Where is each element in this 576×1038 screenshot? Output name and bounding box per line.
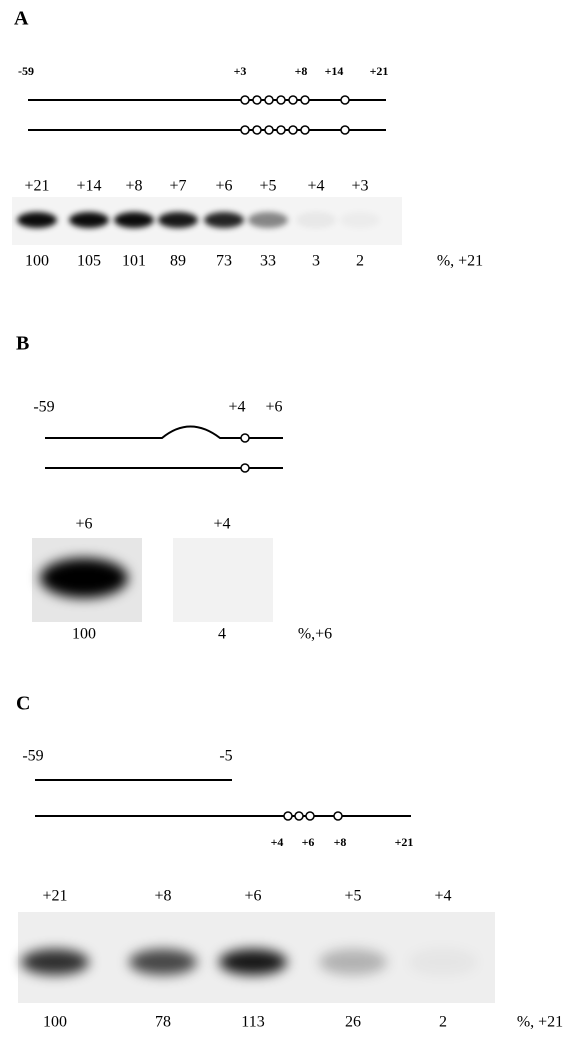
position-label: +4 <box>228 399 245 416</box>
lesion <box>277 126 285 134</box>
percent-value: 113 <box>241 1014 264 1031</box>
band <box>114 212 154 228</box>
dna-duplex <box>35 780 411 820</box>
lesion <box>341 96 349 104</box>
panel-label: B <box>16 333 29 355</box>
percent-unit: %, +21 <box>437 253 483 270</box>
position-label: -5 <box>219 748 232 765</box>
lane-label: +6 <box>75 516 92 533</box>
percent-value: 33 <box>260 253 276 270</box>
lesion <box>241 96 249 104</box>
dna-duplex <box>45 427 283 473</box>
position-label: +21 <box>370 64 389 78</box>
lesion <box>289 96 297 104</box>
position-label: +6 <box>265 399 282 416</box>
percent-value: 2 <box>356 253 364 270</box>
lane-label: +8 <box>154 888 171 905</box>
lane-label: +4 <box>213 516 230 533</box>
lane-label: +14 <box>76 178 101 195</box>
panel-label: C <box>16 693 30 715</box>
position-label: +3 <box>234 64 247 78</box>
position-label: +8 <box>334 835 347 849</box>
lesion <box>241 126 249 134</box>
lane-label: +21 <box>24 178 49 195</box>
position-label: +8 <box>295 64 308 78</box>
lane-label: +4 <box>434 888 451 905</box>
lesion <box>277 96 285 104</box>
position-label: +6 <box>302 835 315 849</box>
position-label: +21 <box>395 835 414 849</box>
band <box>340 212 380 228</box>
percent-value: 73 <box>216 253 232 270</box>
position-label: -59 <box>22 748 43 765</box>
percent-value: 100 <box>43 1014 67 1031</box>
lesion <box>253 96 261 104</box>
lane-label: +6 <box>215 178 232 195</box>
lesion <box>341 126 349 134</box>
lane-label: +5 <box>344 888 361 905</box>
position-label: +14 <box>325 64 344 78</box>
percent-value: 4 <box>218 626 226 643</box>
lesion <box>265 96 273 104</box>
position-label: -59 <box>18 64 34 78</box>
percent-value: 100 <box>72 626 96 643</box>
band <box>21 949 89 975</box>
lane-label: +4 <box>307 178 324 195</box>
percent-value: 89 <box>170 253 186 270</box>
lane-label: +5 <box>259 178 276 195</box>
band <box>40 558 128 598</box>
position-label: -59 <box>33 399 54 416</box>
dna-duplex <box>28 100 386 130</box>
lane-label: +21 <box>42 888 67 905</box>
percent-value: 3 <box>312 253 320 270</box>
percent-value: 100 <box>25 253 49 270</box>
lane-label: +3 <box>351 178 368 195</box>
lane-label: +8 <box>125 178 142 195</box>
percent-value: 78 <box>155 1014 171 1031</box>
position-label: +4 <box>271 835 284 849</box>
band <box>219 949 287 975</box>
percent-value: 2 <box>439 1014 447 1031</box>
lesion <box>265 126 273 134</box>
band <box>409 949 477 975</box>
lesion <box>253 126 261 134</box>
percent-value: 105 <box>77 253 101 270</box>
band <box>158 212 198 228</box>
band <box>204 212 244 228</box>
band <box>69 212 109 228</box>
gel <box>173 538 273 622</box>
percent-unit: %,+6 <box>298 626 332 643</box>
band <box>296 212 336 228</box>
lesions <box>241 96 349 134</box>
lesion <box>289 126 297 134</box>
band <box>319 949 387 975</box>
percent-value: 101 <box>122 253 146 270</box>
lane-label: +6 <box>244 888 261 905</box>
figure: A -59 +3 +8 +14 +21 +21 100 +14 105 +8 101 +7 8… <box>0 0 576 1038</box>
lesion <box>301 96 309 104</box>
percent-unit: %, +21 <box>517 1014 563 1031</box>
band <box>129 949 197 975</box>
percent-value: 26 <box>345 1014 361 1031</box>
band <box>248 212 288 228</box>
panel-label: A <box>14 8 29 30</box>
lesion <box>301 126 309 134</box>
band <box>17 212 57 228</box>
lane-label: +7 <box>169 178 186 195</box>
